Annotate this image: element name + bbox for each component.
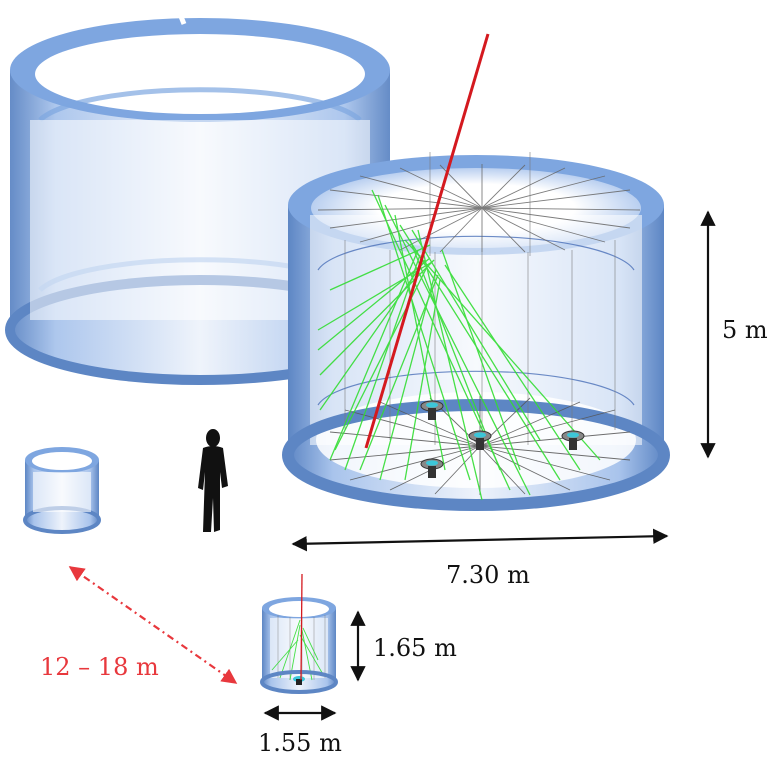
- separation-label: 12 – 18 m: [40, 653, 159, 681]
- large-height-label: 5 m: [722, 316, 768, 344]
- muon-track-small: [300, 573, 303, 681]
- photomultiplier-icon: [420, 400, 444, 420]
- pmt-array: [420, 400, 585, 478]
- large-diameter-arrow: [291, 528, 669, 552]
- small-tank-bottom: [260, 573, 338, 694]
- photomultiplier-icon: [420, 458, 444, 478]
- person-silhouette-icon: [198, 429, 228, 532]
- top-grid: [317, 164, 641, 253]
- small-height-label: 1.65 m: [373, 634, 457, 662]
- large-tank-main: [282, 33, 670, 511]
- photomultiplier-icon: [561, 430, 585, 450]
- muon-track: [364, 33, 490, 449]
- small-diameter-label: 1.55 m: [258, 729, 342, 757]
- photomultiplier-icon: [468, 430, 492, 450]
- small-tank-left: [23, 447, 101, 534]
- large-diameter-label: 7.30 m: [446, 561, 530, 589]
